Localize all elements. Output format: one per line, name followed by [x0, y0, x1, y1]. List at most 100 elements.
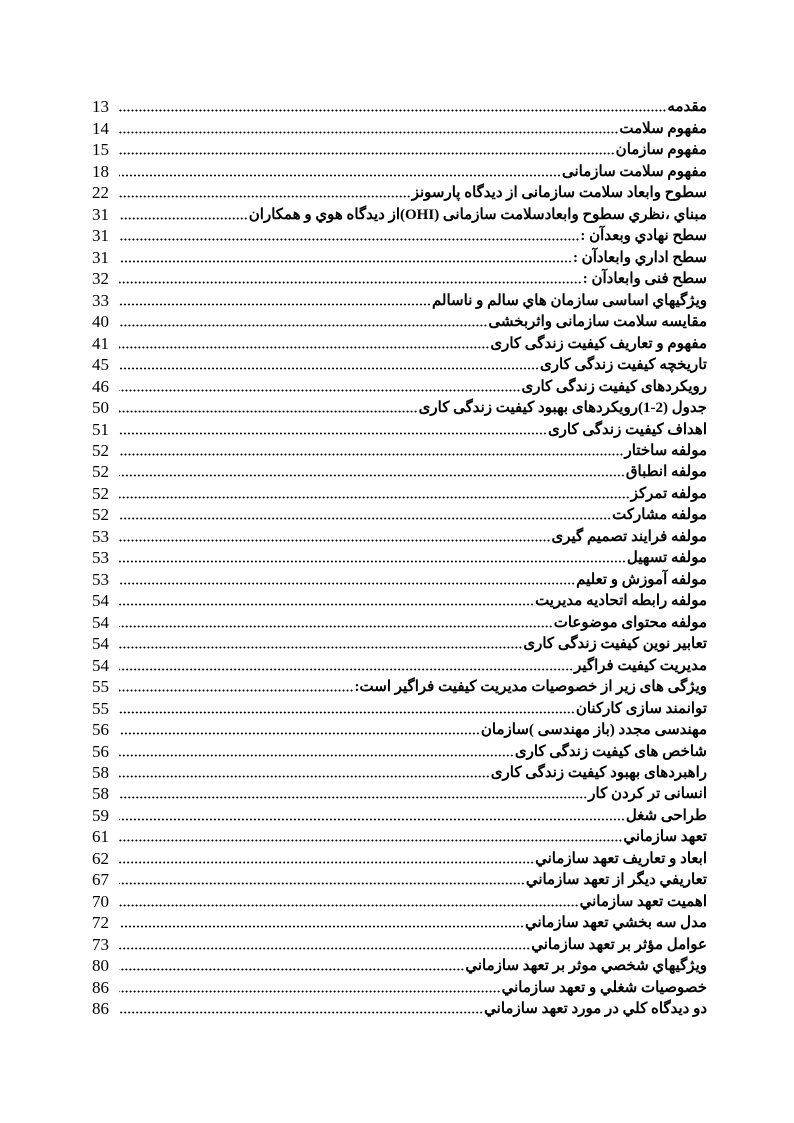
toc-entry[interactable]: ویژگی های زیر از خصوصیات مدیریت کیفیت فر… — [92, 676, 707, 697]
dot-leader — [119, 968, 465, 972]
toc-entry[interactable]: عوامل مؤثر بر تعهد سازماني 73 — [92, 933, 707, 954]
toc-entry[interactable]: مقایسه سلامت سازمانی واثربخشی 40 — [92, 311, 707, 332]
toc-entry[interactable]: طراحی شغل 59 — [92, 804, 707, 825]
dot-leader — [119, 173, 561, 177]
dot-leader — [119, 452, 624, 456]
toc-entry[interactable]: سطوح وابعاد سلامت سازمانی از دیدگاه پارس… — [92, 182, 707, 203]
dot-leader — [119, 839, 623, 843]
toc-entry[interactable]: توانمند سازی کارکنان 55 — [92, 697, 707, 718]
toc-entry[interactable]: ويژگيهاي اساسی سازمان هاي سالم و ناسالم 3… — [92, 289, 707, 310]
toc-entry-title: توانمند سازی کارکنان — [575, 700, 707, 717]
toc-entry[interactable]: مهندسی مجدد (باز مهندسی )سازمان 56 — [92, 719, 707, 740]
toc-entry-page-number: 46 — [92, 376, 109, 396]
dot-leader — [119, 560, 626, 564]
toc-entry-page-number: 54 — [92, 591, 109, 611]
toc-entry[interactable]: تعابیر نوین کیفیت زندگی کاری 54 — [92, 633, 707, 654]
dot-leader — [119, 538, 551, 542]
dot-leader — [119, 302, 431, 306]
toc-entry[interactable]: اهداف کیفیت زندگی کاری 51 — [92, 418, 707, 439]
toc-entry-title: اهميت تعهد سازماني — [579, 893, 707, 910]
dot-leader — [119, 216, 248, 220]
toc-entry-page-number: 41 — [92, 333, 109, 353]
toc-entry-page-number: 53 — [92, 548, 109, 568]
toc-entry[interactable]: مدل سه بخشي تعهد سازماني 72 — [92, 912, 707, 933]
dot-leader — [119, 925, 524, 929]
toc-entry-page-number: 62 — [92, 848, 109, 868]
toc-entry-page-number: 40 — [92, 312, 109, 332]
toc-entry[interactable]: ويژگيهاي شخصي موثر بر تعهد سازماني 80 — [92, 955, 707, 976]
toc-entry[interactable]: مولفه مشارکت 52 — [92, 504, 707, 525]
dot-leader — [119, 753, 514, 757]
toc-entry[interactable]: خصوصيات شغلي و تعهد سازماني 86 — [92, 976, 707, 997]
toc-entry[interactable]: مبناي ،نظري سطوح وابعادسلامت سازمانی (OH… — [92, 203, 707, 224]
toc-entry-title: مفهوم سلامت — [619, 120, 707, 137]
toc-entry-title: مقدمه — [667, 99, 707, 116]
toc-entry-page-number: 31 — [92, 226, 109, 246]
toc-entry[interactable]: مولفه تسهیل 53 — [92, 547, 707, 568]
dot-leader — [119, 646, 523, 650]
toc-entry-title: سطوح وابعاد سلامت سازمانی از دیدگاه پارس… — [411, 185, 707, 202]
toc-entry-page-number: 53 — [92, 569, 109, 589]
dot-leader — [119, 1011, 484, 1015]
toc-entry[interactable]: سطح فنی وابعادآن : 32 — [92, 268, 707, 289]
toc-entry[interactable]: مولفه انطباق 52 — [92, 461, 707, 482]
toc-entry-page-number: 73 — [92, 934, 109, 954]
toc-entry-title: سطح فنی وابعادآن : — [582, 271, 707, 288]
toc-entry-title: مولفه تسهیل — [626, 550, 707, 567]
toc-entry[interactable]: رویکردهای کیفیت زندگی کاری 46 — [92, 375, 707, 396]
toc-entry[interactable]: مفهوم سازمان 15 — [92, 139, 707, 160]
toc-entry[interactable]: مولفه محتوای موضوعات 54 — [92, 611, 707, 632]
toc-entry[interactable]: اهميت تعهد سازماني 70 — [92, 890, 707, 911]
toc-entry-page-number: 32 — [92, 269, 109, 289]
toc-entry-page-number: 54 — [92, 612, 109, 632]
toc-entry-title: مفهوم سلامت سازمانی — [561, 163, 707, 180]
toc-entry-page-number: 45 — [92, 355, 109, 375]
dot-leader — [119, 130, 619, 134]
toc-entry[interactable]: انسانی تر کردن کار 58 — [92, 783, 707, 804]
toc-entry-title: ابعاد و تعاريف تعهد سازماني — [535, 850, 707, 867]
toc-entry-title: راهبردهای بهبود کیفیت زندگی کاری — [490, 765, 707, 781]
dot-leader — [119, 388, 521, 392]
dot-leader — [119, 860, 535, 864]
toc-entry[interactable]: مقدمه 13 — [92, 96, 707, 117]
toc-entry-title: اهداف کیفیت زندگی کاری — [547, 421, 707, 438]
toc-entry[interactable]: تعاريفي ديگر از تعهد سازماني 67 — [92, 869, 707, 890]
toc-entry[interactable]: دو ديدگاه كلي در مورد تعهد سازماني 86 — [92, 998, 707, 1019]
toc-entry[interactable]: راهبردهای بهبود کیفیت زندگی کاری 58 — [92, 762, 707, 783]
toc-entry[interactable]: مولفه فرایند تصمیم گیری 53 — [92, 525, 707, 546]
toc-entry-title: سطح اداري وابعادآن : — [572, 249, 707, 266]
toc-entry[interactable]: مولفه تمرکز 52 — [92, 482, 707, 503]
toc-entry[interactable]: مفهوم سلامت 14 — [92, 117, 707, 138]
toc-entry[interactable]: تعهد سازماني 61 — [92, 826, 707, 847]
toc-entry[interactable]: مدیریت کیفیت فراگیر 54 — [92, 654, 707, 675]
toc-entry[interactable]: مولفه آموزش و تعلیم 53 — [92, 568, 707, 589]
toc-entry[interactable]: شاخص های کیفیت زندگی کاری 56 — [92, 740, 707, 761]
dot-leader — [119, 624, 553, 628]
toc-entry-page-number: 31 — [92, 204, 109, 224]
toc-entry[interactable]: جدول (2-1)رویکردهای بهبود کیفیت زندگی کا… — [92, 397, 707, 418]
toc-entry-title: تاریخچه کیفیت زندگی کاری — [540, 357, 707, 374]
dot-leader — [119, 152, 615, 156]
toc-entry[interactable]: مفهوم و تعاریف کیفیت زندگی کاری 41 — [92, 332, 707, 353]
toc-entry[interactable]: مفهوم سلامت سازمانی 18 — [92, 160, 707, 181]
toc-entry[interactable]: ابعاد و تعاريف تعهد سازماني 62 — [92, 847, 707, 868]
toc-entry-title: مدل سه بخشي تعهد سازماني — [524, 915, 707, 932]
table-of-contents: مقدمه 13 مفهوم سلامت 14 مفهوم سازمان 15 مفهوم … — [92, 96, 707, 1019]
dot-leader — [119, 689, 354, 693]
toc-entry-page-number: 58 — [92, 763, 109, 782]
toc-entry[interactable]: مولفه رابطه اتحادیه مدیریت 54 — [92, 590, 707, 611]
toc-entry-title: مولفه فرایند تصمیم گیری — [551, 528, 707, 545]
toc-entry[interactable]: سطح اداري وابعادآن : 31 — [92, 246, 707, 267]
toc-entry-title: رویکردهای کیفیت زندگی کاری — [521, 378, 707, 395]
toc-entry-page-number: 31 — [92, 247, 109, 267]
toc-entry[interactable]: تاریخچه کیفیت زندگی کاری 45 — [92, 354, 707, 375]
toc-entry-page-number: 58 — [92, 784, 109, 804]
toc-entry[interactable]: سطح نهادي وبعدآن : 31 — [92, 225, 707, 246]
toc-entry[interactable]: مولفه ساختار 52 — [92, 440, 707, 461]
dot-leader — [119, 989, 501, 993]
dot-leader — [119, 259, 572, 263]
toc-entry-page-number: 18 — [92, 161, 109, 181]
dot-leader — [119, 581, 576, 585]
toc-entry-page-number: 55 — [92, 698, 109, 718]
toc-entry-page-number: 54 — [92, 634, 109, 654]
